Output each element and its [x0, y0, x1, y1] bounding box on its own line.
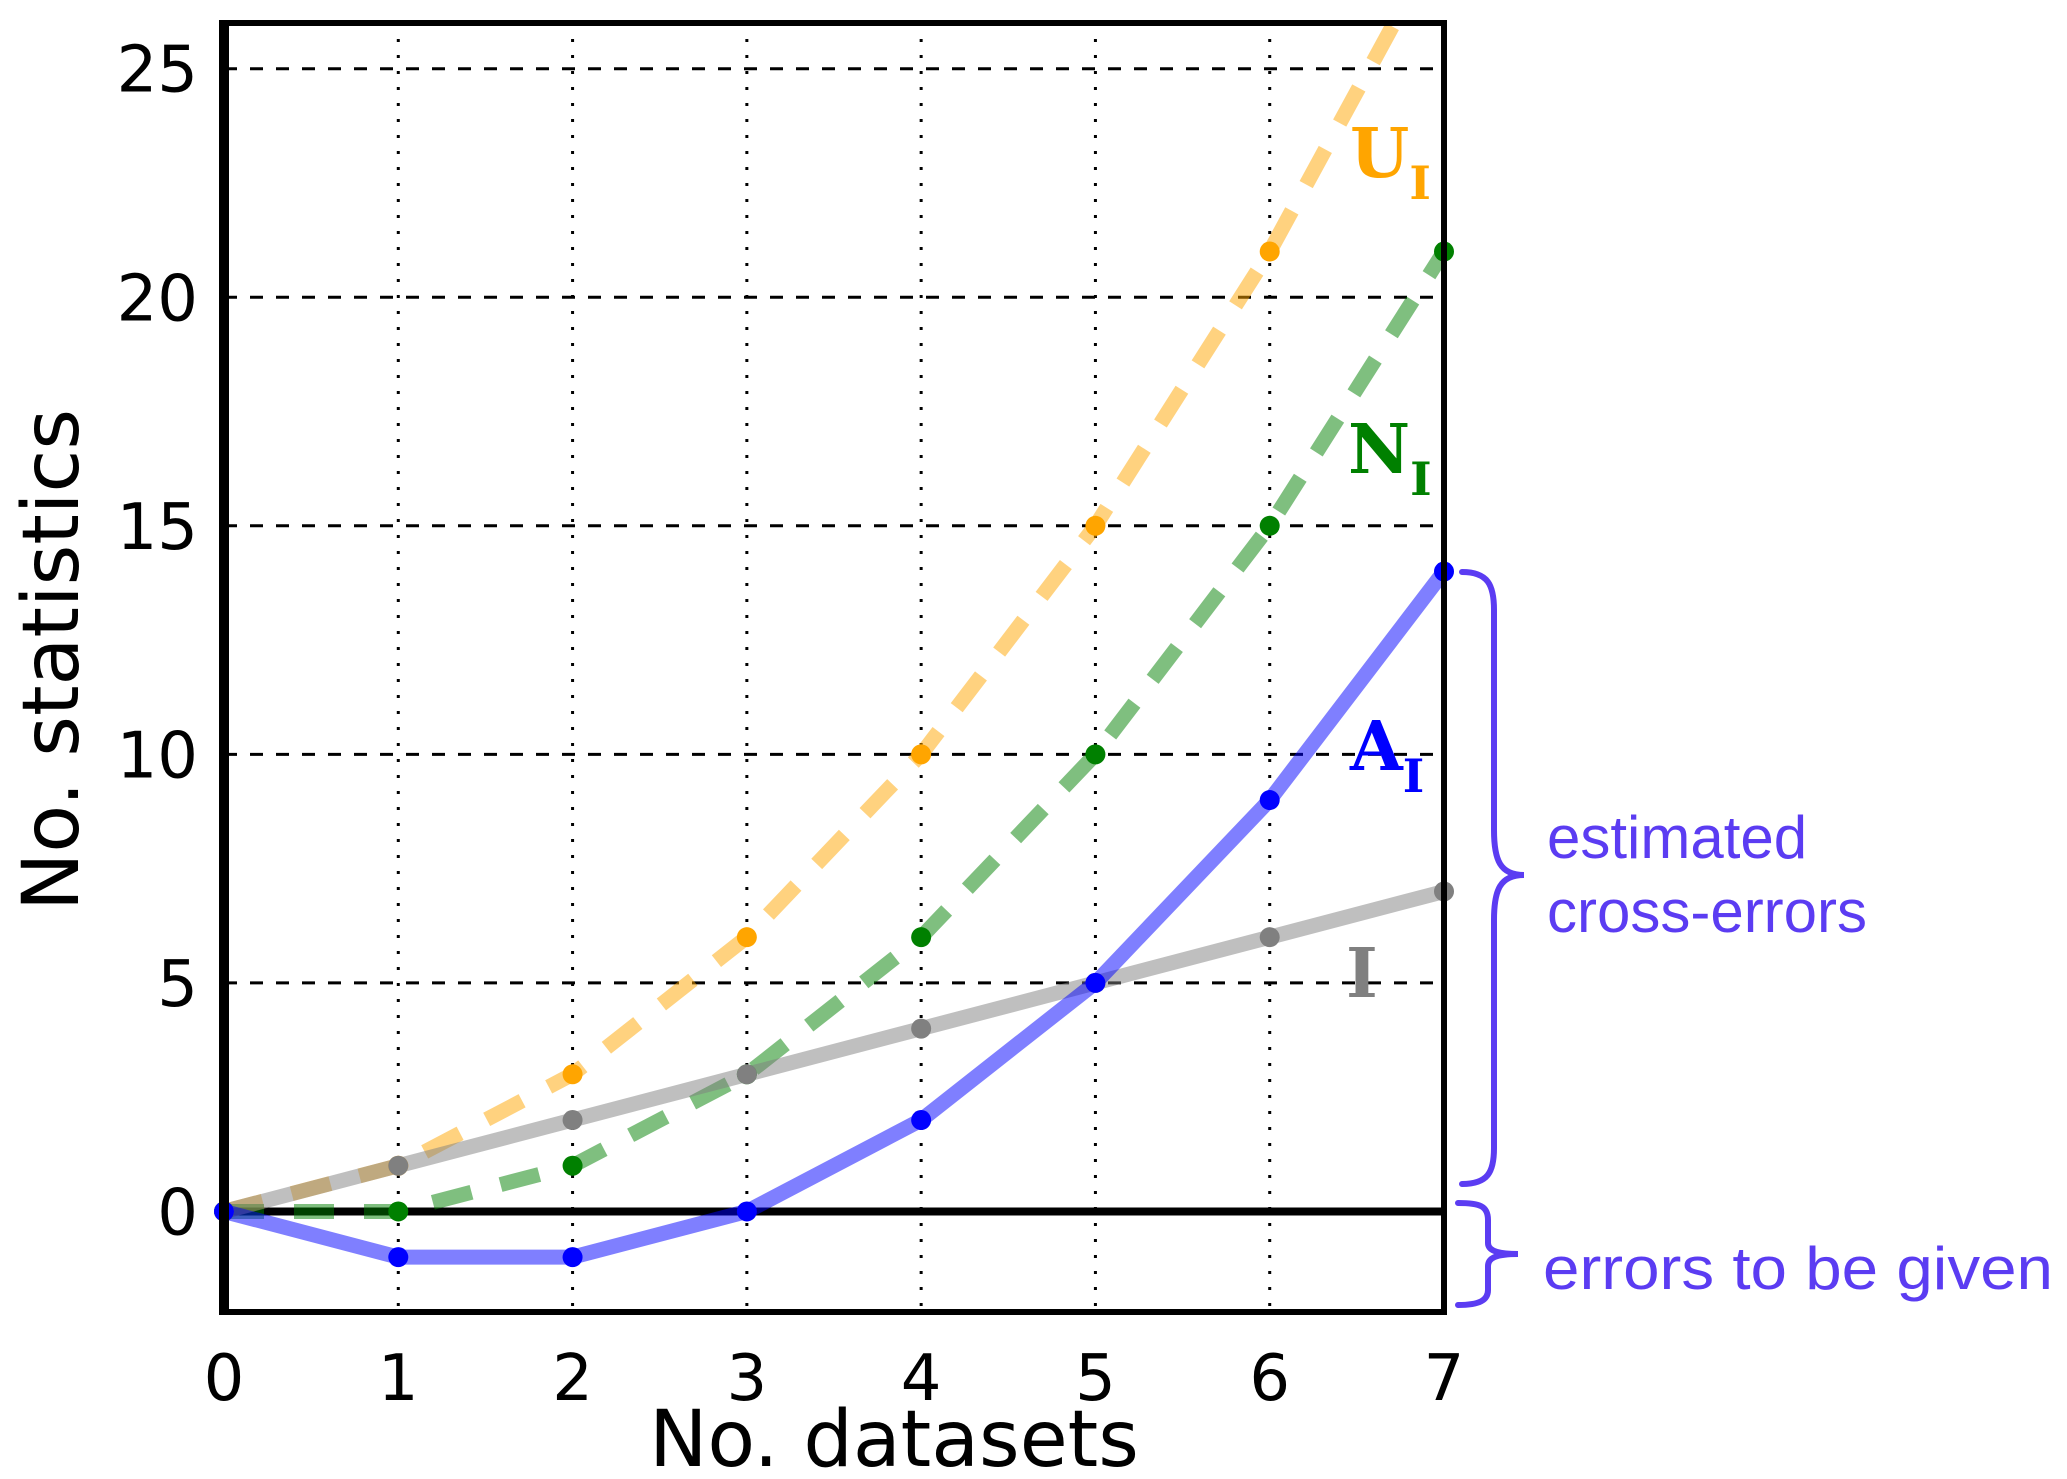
- series-markers: [214, 241, 1454, 1268]
- data-point-u: [562, 1064, 583, 1085]
- data-point-u: [736, 927, 757, 948]
- data-point-a: [911, 1110, 932, 1131]
- data-point-i: [388, 1155, 409, 1176]
- data-point-n: [562, 1155, 583, 1176]
- data-point-a: [1085, 972, 1106, 993]
- upper-annotation-line2: cross-errors: [1547, 878, 1867, 945]
- lower-brace: [1455, 1200, 1519, 1308]
- data-point-a: [388, 1247, 409, 1268]
- x-axis-label: No. datasets: [649, 1395, 1139, 1479]
- data-point-a: [562, 1247, 583, 1268]
- data-point-i: [1259, 927, 1280, 948]
- y-tick-label: 5: [157, 948, 198, 1022]
- series-lines: [224, 23, 1444, 1265]
- series-label-n: NI: [1348, 410, 1432, 506]
- y-tick-label: 10: [117, 719, 198, 793]
- tick-labels: 0 1 2 3 4 5 6 7 0 5 10 15 20 25: [117, 34, 1465, 1416]
- x-tick-label: 2: [552, 1342, 593, 1416]
- data-point-u: [911, 744, 932, 765]
- y-axis-label: No. statistics: [7, 409, 97, 911]
- data-point-n: [1259, 515, 1280, 536]
- annotation-upper: estimated cross-errors: [1459, 569, 1867, 1187]
- annotation-lower: errors to be given: [1455, 1200, 2053, 1308]
- y-tick-label: 0: [157, 1176, 198, 1250]
- data-point-i: [911, 1018, 932, 1039]
- grid: [222, 23, 1446, 1312]
- data-point-n: [911, 927, 932, 948]
- data-point-u: [1085, 515, 1106, 536]
- series-label-i: I: [1346, 934, 1378, 1014]
- x-tick-label: 5: [1075, 1342, 1116, 1416]
- x-tick-label: 1: [378, 1342, 419, 1416]
- data-point-u: [1259, 241, 1280, 262]
- x-tick-label: 4: [901, 1342, 942, 1416]
- x-tick-label: 7: [1424, 1342, 1465, 1416]
- data-point-i: [736, 1064, 757, 1085]
- series-label-a: AI: [1349, 707, 1424, 803]
- data-point-a: [1259, 790, 1280, 811]
- x-tick-label: 3: [726, 1342, 767, 1416]
- series-line-i: [224, 884, 1444, 1219]
- y-tick-label: 25: [117, 34, 198, 108]
- series-line-n: [224, 247, 1444, 1219]
- x-tick-label: 0: [204, 1342, 245, 1416]
- y-tick-label: 15: [117, 491, 198, 565]
- x-tick-label: 6: [1249, 1342, 1290, 1416]
- y-tick-label: 20: [117, 262, 198, 336]
- series-line-a: [224, 566, 1444, 1265]
- lower-annotation: errors to be given: [1543, 1235, 2053, 1302]
- data-point-n: [388, 1201, 409, 1222]
- series-line-u: [224, 23, 1403, 1219]
- series-label-u: UI: [1350, 114, 1431, 210]
- data-point-a: [736, 1201, 757, 1222]
- upper-brace: [1459, 569, 1525, 1187]
- upper-annotation-line1: estimated: [1547, 804, 1807, 871]
- data-point-n: [1085, 744, 1106, 765]
- data-point-i: [562, 1110, 583, 1131]
- series-labels: UI NI I AI: [1346, 114, 1432, 1014]
- axes-frame: [221, 20, 1447, 1315]
